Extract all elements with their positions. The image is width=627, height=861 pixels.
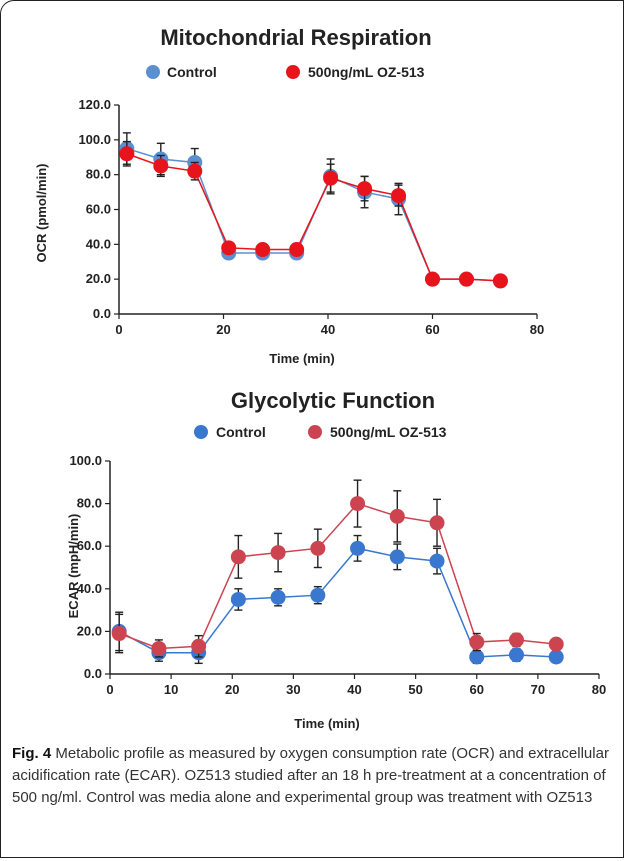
legend-label-treatment: 500ng/mL OZ-513 bbox=[308, 64, 425, 80]
data-point bbox=[350, 540, 366, 556]
x-tick-label: 20 bbox=[216, 322, 230, 337]
x-tick-label: 10 bbox=[164, 682, 178, 697]
data-point bbox=[357, 181, 373, 197]
plot-series bbox=[119, 132, 508, 289]
data-point bbox=[469, 634, 485, 650]
data-point bbox=[492, 273, 508, 289]
data-point bbox=[191, 638, 207, 654]
legend-label-treatment: 500ng/mL OZ-513 bbox=[330, 424, 447, 440]
data-point bbox=[350, 496, 366, 512]
series-line bbox=[126, 153, 501, 282]
chart-title: Mitochondrial Respiration bbox=[160, 25, 431, 50]
legend-marker-control bbox=[146, 65, 160, 79]
chart-glycolytic-function: Glycolytic Function Control 500ng/mL OZ-… bbox=[66, 388, 606, 731]
legend-label-control: Control bbox=[167, 64, 217, 80]
plot-axes bbox=[114, 104, 538, 319]
data-point bbox=[221, 240, 237, 256]
tick-labels: 0.0 20.0 40.0 60.0 80.0 100.0 120.0 0 20 40 60 80 bbox=[78, 97, 544, 337]
y-tick-label: 60.0 bbox=[77, 538, 102, 553]
y-tick-label: 40.0 bbox=[77, 581, 102, 596]
data-point bbox=[425, 271, 440, 287]
y-tick-label: 80.0 bbox=[77, 496, 102, 511]
y-tick-label: 0.0 bbox=[93, 306, 111, 321]
x-tick-label: 80 bbox=[592, 682, 606, 697]
figure-charts: Mitochondrial Respiration Control 500ng/… bbox=[34, 25, 606, 731]
x-tick-label: 80 bbox=[530, 322, 544, 337]
data-point bbox=[230, 549, 246, 565]
caption-label: Fig. 4 bbox=[12, 745, 52, 762]
data-point bbox=[111, 626, 127, 642]
y-tick-label: 60.0 bbox=[86, 202, 111, 217]
data-point bbox=[458, 271, 474, 287]
data-point bbox=[310, 587, 326, 603]
caption-text: Metabolic profile as measured by oxygen … bbox=[12, 745, 609, 806]
x-axis-label: Time (min) bbox=[294, 716, 360, 731]
x-tick-label: 60 bbox=[425, 322, 439, 337]
data-point bbox=[270, 589, 286, 605]
series-line bbox=[118, 502, 557, 650]
x-tick-label: 30 bbox=[286, 682, 300, 697]
data-point bbox=[548, 649, 564, 665]
data-point bbox=[508, 632, 524, 648]
data-point bbox=[389, 549, 405, 565]
data-point bbox=[153, 158, 169, 174]
x-tick-label: 70 bbox=[531, 682, 545, 697]
data-point bbox=[289, 242, 305, 258]
data-point bbox=[508, 647, 524, 663]
y-tick-label: 120.0 bbox=[78, 97, 111, 112]
figure-caption: Fig. 4 Metabolic profile as measured by … bbox=[12, 743, 612, 809]
legend-marker-treatment bbox=[308, 425, 322, 439]
data-point bbox=[469, 649, 485, 665]
x-tick-label: 0 bbox=[106, 682, 113, 697]
y-tick-label: 80.0 bbox=[86, 167, 111, 182]
data-point bbox=[255, 242, 271, 258]
y-tick-label: 20.0 bbox=[86, 271, 111, 286]
y-axis-label: ECAR (mpH/min) bbox=[66, 514, 81, 619]
chart-title: Glycolytic Function bbox=[231, 388, 435, 413]
series-control bbox=[111, 534, 564, 665]
data-point bbox=[230, 591, 246, 607]
data-point bbox=[187, 163, 203, 179]
series-treatment bbox=[119, 140, 508, 289]
data-point bbox=[310, 540, 326, 556]
data-point bbox=[391, 188, 407, 204]
y-axis-label: OCR (pmol/min) bbox=[34, 164, 49, 263]
y-tick-label: 20.0 bbox=[77, 623, 102, 638]
tick-labels: 0.0 20.0 40.0 60.0 80.0 100.0 0 10 20 30 40 50 60 70 8… bbox=[69, 453, 606, 697]
legend-marker-treatment bbox=[286, 65, 300, 79]
data-point bbox=[270, 545, 286, 561]
x-tick-label: 60 bbox=[470, 682, 484, 697]
data-point bbox=[119, 146, 135, 162]
y-tick-label: 0.0 bbox=[84, 666, 102, 681]
legend-label-control: Control bbox=[216, 424, 266, 440]
plot-axes bbox=[105, 460, 600, 679]
series-control bbox=[119, 132, 508, 289]
x-tick-label: 0 bbox=[115, 322, 122, 337]
x-tick-label: 40 bbox=[321, 322, 335, 337]
data-point bbox=[429, 553, 445, 569]
data-point bbox=[323, 170, 339, 186]
series-treatment bbox=[111, 479, 564, 658]
x-tick-label: 20 bbox=[225, 682, 239, 697]
data-point bbox=[548, 636, 564, 652]
x-tick-label: 50 bbox=[408, 682, 422, 697]
y-tick-label: 40.0 bbox=[86, 236, 111, 251]
data-point bbox=[389, 508, 405, 524]
y-tick-label: 100.0 bbox=[69, 453, 102, 468]
data-point bbox=[429, 515, 445, 531]
y-tick-label: 100.0 bbox=[78, 132, 111, 147]
chart-mitochondrial-respiration: Mitochondrial Respiration Control 500ng/… bbox=[34, 25, 544, 366]
legend-marker-control bbox=[194, 425, 208, 439]
data-point bbox=[151, 640, 167, 656]
plot-series bbox=[111, 479, 564, 665]
x-axis-label: Time (min) bbox=[269, 351, 335, 366]
x-tick-label: 40 bbox=[347, 682, 361, 697]
